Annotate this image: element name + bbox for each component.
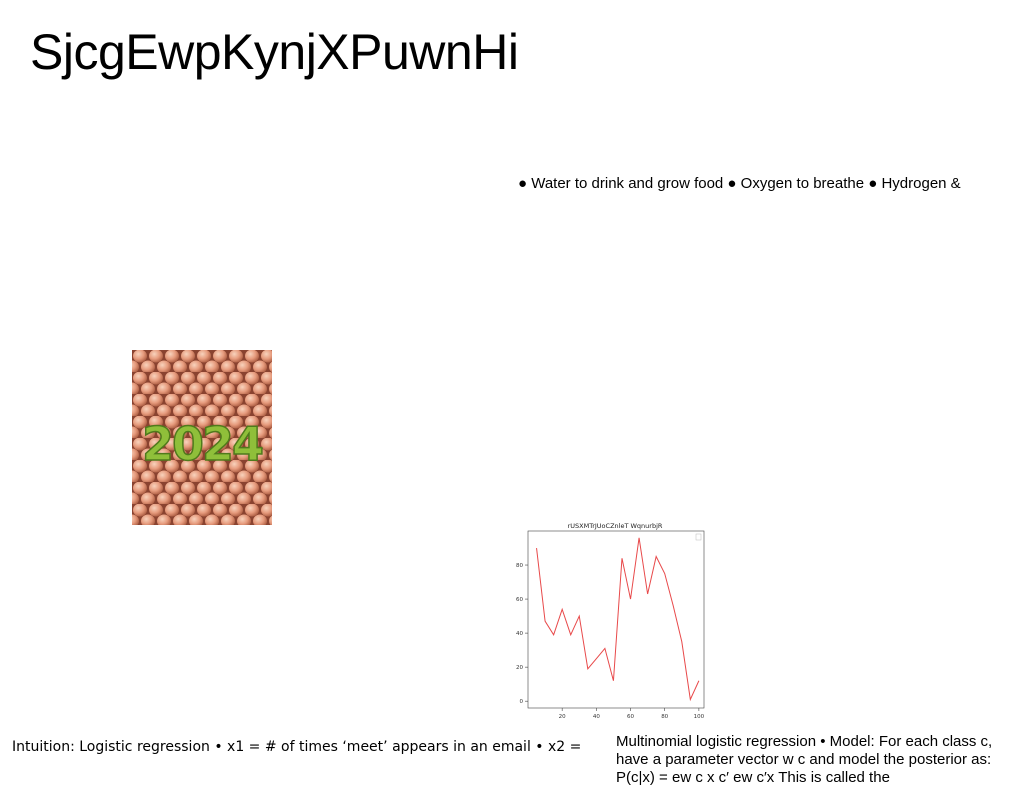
series-line <box>536 537 700 702</box>
x-tick-label: 40 <box>593 714 600 720</box>
x-tick-label: 80 <box>661 714 668 720</box>
photo-text-2024: 2024 <box>142 417 262 471</box>
x-tick-label: 20 <box>559 714 566 720</box>
line-chart: rUSXMTrJUoCZnleT WqnurbjR 20 40 60 80 100 0 20… <box>516 522 705 720</box>
y-tick-label: 40 <box>516 631 523 637</box>
x-tick-label: 60 <box>627 714 634 720</box>
y-tick-label: 80 <box>516 563 523 569</box>
legend-box <box>695 533 702 541</box>
bullet-text: ● Water to drink and grow food ● Oxygen … <box>518 175 961 192</box>
y-tick-label: 0 <box>520 699 524 705</box>
y-tick-label: 60 <box>516 597 523 603</box>
caption-right: Multinomial logistic regression • Model:… <box>616 733 993 786</box>
chart-title: rUSXMTrJUoCZnleT WqnurbjR <box>568 522 663 530</box>
x-tick-label: 100 <box>694 714 705 720</box>
slide-title: SjcgEwpKynjXPuwnHi <box>30 24 519 80</box>
caption-left: Intuition: Logistic regression • x1 = # … <box>12 739 582 755</box>
photo-2024-eggs: 2024 <box>132 350 272 525</box>
y-tick-label: 20 <box>516 665 523 671</box>
plot-frame <box>527 530 705 709</box>
